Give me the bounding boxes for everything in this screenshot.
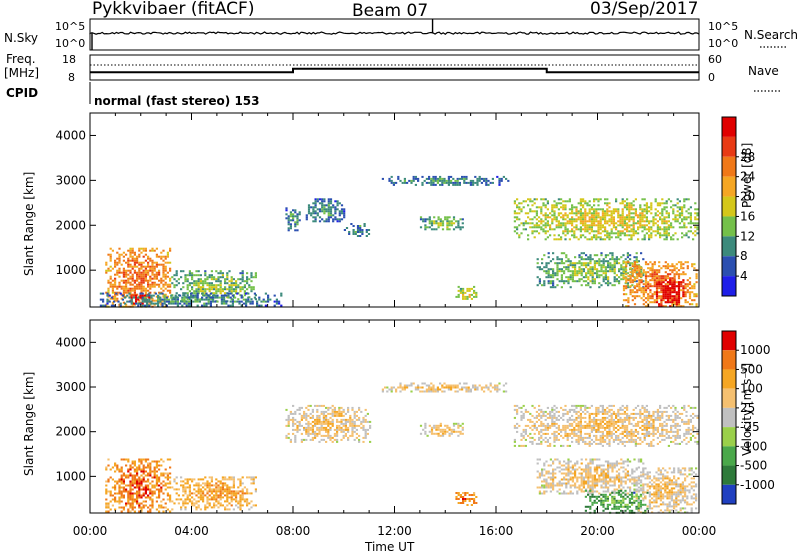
noise-left-tick-bottom: 10^0 [55, 37, 86, 50]
noise-left-tick-top: 10^5 [55, 20, 86, 33]
velocity-echo-region-4 [455, 492, 478, 506]
velocity-ytick-label-2: 3000 [55, 380, 86, 394]
power-echo-region-3 [99, 292, 283, 307]
velocity-colorbar-tick-4: -25 [740, 420, 760, 434]
velocity-colorbar-segment-1 [722, 350, 736, 370]
power-echo-region-8 [455, 285, 478, 300]
velocity-colorbar-segment-7 [722, 465, 736, 485]
velocity-colorbar-segment-6 [722, 446, 736, 466]
power-ytick-label-1: 2000 [55, 218, 86, 232]
power-echo-region-4 [285, 207, 301, 232]
velocity-colorbar-segment-5 [722, 427, 736, 447]
power-colorbar-label: Power [dB] [740, 142, 754, 208]
velocity-colorbar-tick-7: -1000 [740, 478, 775, 492]
power-colorbar-tick-4: 20 [740, 190, 755, 204]
velocity-echo-region-5 [513, 404, 699, 447]
power-colorbar-tick-1: 8 [740, 249, 748, 263]
velocity-colorbar-segment-8 [722, 484, 736, 504]
power-colorbar-segment-4 [722, 196, 736, 217]
velocity-echo-region-1 [171, 476, 257, 511]
cpid-label: CPID [6, 86, 39, 100]
velocity-echo-region-9 [381, 382, 508, 393]
power-colorbar-tick-5: 24 [740, 170, 755, 184]
velocity-colorbar-label: Velocity [m s⁻¹] [740, 362, 754, 456]
power-ytick-label-2: 3000 [55, 173, 86, 187]
power-colorbar-segment-6 [722, 236, 736, 257]
freq-right-tick-bottom: 0 [708, 71, 715, 84]
freq-panel-frame [89, 54, 700, 81]
power-echo-region-9 [513, 198, 699, 241]
freq-left-tick-top: 18 [62, 53, 76, 66]
velocity-ytick-label-1: 2000 [55, 425, 86, 439]
freq-left-label-1: Freq. [6, 52, 36, 66]
xtick-label-2: 08:00 [276, 524, 311, 538]
freq-left-tick-bottom: 8 [68, 71, 75, 84]
power-ylabel: Slant Range [km] [22, 171, 36, 276]
nave-label: Nave [748, 64, 779, 78]
xtick-label-1: 04:00 [174, 524, 209, 538]
noise-panel-frame [89, 18, 700, 51]
velocity-colorbar-tick-5: -100 [740, 439, 767, 453]
velocity-echo-region-8 [635, 467, 698, 514]
power-echo-region-10 [536, 252, 645, 289]
velocity-colorbar-tick-6: -500 [740, 459, 767, 473]
xtick-label-0: 00:00 [73, 524, 108, 538]
velocity-colorbar-tick-1: 500 [740, 362, 763, 376]
velocity-colorbar-segment-2 [722, 369, 736, 389]
velocity-echo-region-0 [105, 458, 172, 513]
power-echo-region-7 [419, 216, 464, 231]
power-echo-region-6 [343, 223, 371, 237]
velocity-colorbar-tick-3: 25 [740, 401, 755, 415]
power-ytick-label-3: 4000 [55, 128, 86, 142]
xtick-label-4: 16:00 [479, 524, 514, 538]
power-colorbar-segment-0 [722, 117, 736, 137]
velocity-echo-region-6 [536, 458, 645, 495]
radar-title: Pykkvibaer (fitACF) [92, 0, 255, 19]
power-colorbar-segment-1 [722, 136, 736, 157]
noise-right-tick-bottom: 10^0 [708, 37, 739, 50]
xtick-label-5: 20:00 [580, 524, 615, 538]
power-colorbar-tick-2: 12 [740, 229, 755, 243]
velocity-colorbar-tick-2: 100 [740, 382, 763, 396]
power-colorbar-segment-5 [722, 216, 736, 237]
velocity-ytick-label-0: 1000 [55, 469, 86, 483]
noise-right-tick-top: 10^5 [708, 20, 739, 33]
velocity-colorbar-segment-0 [722, 331, 736, 351]
power-colorbar-segment-3 [722, 176, 736, 197]
freq-left-label-2: [MHz] [4, 66, 40, 80]
power-colorbar-tick-3: 16 [740, 209, 755, 223]
power-echo-region-13 [381, 175, 510, 186]
velocity-ytick-label-3: 4000 [55, 335, 86, 349]
velocity-echo-region-3 [419, 422, 464, 437]
velocity-colorbar-segment-3 [722, 388, 736, 408]
power-colorbar-segment-7 [722, 256, 736, 277]
noise-left-label: N.Sky [4, 31, 39, 45]
noise-sky-series [89, 31, 700, 35]
power-colorbar-tick-0: 4 [740, 269, 748, 283]
velocity-colorbar-frame [721, 330, 737, 505]
velocity-colorbar-segment-4 [722, 407, 736, 428]
power-colorbar-tick-6: 28 [740, 150, 755, 164]
freq-series [90, 67, 699, 74]
velocity-ylabel: Slant Range [km] [22, 371, 36, 476]
cpid-text: normal (fast stereo) 153 [94, 94, 260, 108]
power-colorbar-segment-2 [722, 156, 736, 177]
power-colorbar-frame [721, 116, 737, 297]
noise-right-label: N.Search [744, 28, 799, 42]
freq-right-tick-top: 60 [708, 53, 722, 66]
velocity-echo-region-2 [285, 404, 372, 443]
xtick-label-6: 00:00 [682, 524, 717, 538]
xtick-label-3: 12:00 [377, 524, 412, 538]
date-title: 03/Sep/2017 [590, 0, 699, 19]
time-xlabel: Time UT [365, 540, 415, 554]
power-echo-region-12 [655, 279, 685, 308]
power-colorbar-segment-8 [722, 276, 736, 296]
power-echo-region-5 [305, 198, 346, 223]
velocity-colorbar-tick-0: 1000 [740, 343, 771, 357]
power-ytick-label-0: 1000 [55, 263, 86, 277]
beam-title: Beam 07 [352, 1, 429, 21]
